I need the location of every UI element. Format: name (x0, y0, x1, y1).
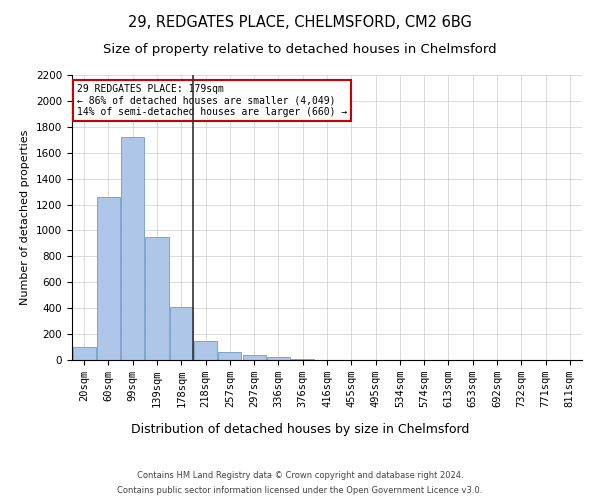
Text: Contains public sector information licensed under the Open Government Licence v3: Contains public sector information licen… (118, 486, 482, 495)
Bar (73, 347, 95, 360)
Bar (242, 356, 266, 360)
Bar (97, 197, 120, 360)
Bar (170, 307, 193, 360)
Bar (267, 357, 290, 360)
Text: 29 REDGATES PLACE: 179sqm
← 86% of detached houses are smaller (4,049)
14% of se: 29 REDGATES PLACE: 179sqm ← 86% of detac… (77, 84, 347, 116)
Text: Contains HM Land Registry data © Crown copyright and database right 2024.: Contains HM Land Registry data © Crown c… (137, 471, 463, 480)
Bar (194, 341, 217, 360)
Bar (121, 137, 144, 360)
Bar (145, 237, 169, 360)
Bar (218, 352, 241, 360)
Y-axis label: Number of detached properties: Number of detached properties (20, 130, 31, 305)
Text: Distribution of detached houses by size in Chelmsford: Distribution of detached houses by size … (131, 422, 469, 436)
Text: Size of property relative to detached houses in Chelmsford: Size of property relative to detached ho… (103, 42, 497, 56)
Text: 29, REDGATES PLACE, CHELMSFORD, CM2 6BG: 29, REDGATES PLACE, CHELMSFORD, CM2 6BG (128, 15, 472, 30)
